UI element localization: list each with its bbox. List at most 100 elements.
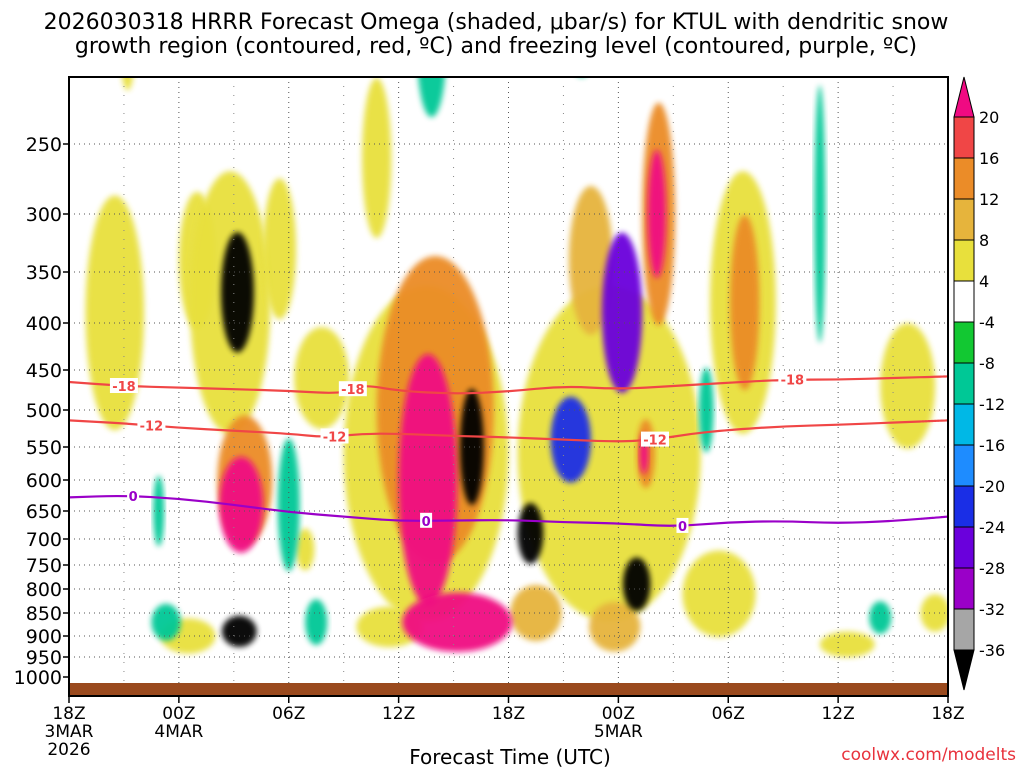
omega-cell xyxy=(220,232,254,353)
colorbar-label: -24 xyxy=(979,518,1005,537)
omega-cell xyxy=(698,367,714,453)
omega-cell xyxy=(682,550,756,638)
x-axis-title: Forecast Time (UTC) xyxy=(409,745,611,768)
x-tick-label: 06Z xyxy=(272,704,305,724)
colorbar-band xyxy=(953,567,975,610)
y-tick-label: 1000 xyxy=(14,667,62,689)
colorbar-band xyxy=(953,198,975,241)
x-tick-label: 18Z xyxy=(52,704,85,724)
x-tick-date-label: 5MAR xyxy=(594,722,643,742)
colorbar-label: -36 xyxy=(979,641,1005,660)
colorbar-band xyxy=(953,608,975,651)
y-tick-label: 400 xyxy=(26,313,62,335)
colorbar-label: -20 xyxy=(979,477,1005,496)
y-tick-label: 350 xyxy=(26,262,62,284)
x-tick-label: 18Z xyxy=(931,704,964,724)
omega-cell xyxy=(296,528,315,571)
colorbar-band xyxy=(953,403,975,446)
omega-cell xyxy=(647,150,666,278)
colorbar-band xyxy=(953,444,975,487)
chart-title-line1: 2026030318 HRRR Forecast Omega (shaded, … xyxy=(44,10,949,35)
colorbar-band xyxy=(953,321,975,364)
omega-cell xyxy=(151,603,181,641)
omega-cell xyxy=(622,557,651,611)
omega-cell xyxy=(869,601,892,634)
x-tick-label: 00Z xyxy=(162,704,195,724)
omega-cell xyxy=(294,327,350,429)
omega-cell xyxy=(517,503,544,564)
colorbar-band xyxy=(953,239,975,282)
omega-cell xyxy=(601,232,643,393)
colorbar-band xyxy=(953,485,975,528)
x-tick-label: 12Z xyxy=(382,704,415,724)
omega-cell xyxy=(568,186,613,335)
colorbar-label: -16 xyxy=(979,436,1005,455)
omega-cell xyxy=(122,77,134,91)
omega-cell xyxy=(402,592,513,652)
omega-cell xyxy=(819,631,875,658)
y-tick-label: 600 xyxy=(26,470,62,492)
contour-label-bg xyxy=(420,512,433,528)
omega-cell xyxy=(305,599,328,646)
contour-label: -12 xyxy=(323,430,347,445)
colorbar-label: -28 xyxy=(979,559,1005,578)
contour-label: 0 xyxy=(129,490,138,505)
x-tick-label: 18Z xyxy=(492,704,525,724)
contour-label-bg xyxy=(778,371,807,387)
omega-cell xyxy=(418,77,446,118)
credit-text: coolwx.com/modelts xyxy=(841,745,1016,765)
y-tick-label: 800 xyxy=(26,579,62,601)
colorbar-label: 20 xyxy=(979,108,999,127)
contour-label: 0 xyxy=(422,515,431,530)
grid-lines xyxy=(69,77,948,696)
x-tick-label: 00Z xyxy=(602,704,635,724)
colorbar: -36 -32 -28 -24 -20 -16 -12 -8 -4 4 8 12 16 20 xyxy=(953,76,1005,691)
contour-label: 0 xyxy=(678,520,687,535)
y-tick-label: 700 xyxy=(26,529,62,551)
omega-cell xyxy=(153,475,165,547)
contour-line xyxy=(69,419,948,443)
colorbar-label: 4 xyxy=(979,272,989,291)
contour-label: -12 xyxy=(643,434,667,449)
y-tick-label: 950 xyxy=(26,647,62,669)
x-tick-date-label: 3MAR xyxy=(45,722,94,742)
contour-label-bg xyxy=(676,517,689,533)
omega-cell xyxy=(880,323,936,449)
contour-line xyxy=(69,494,948,527)
y-tick-label: 750 xyxy=(26,555,62,577)
colorbar-band xyxy=(953,116,975,159)
x-tick-label: 06Z xyxy=(712,704,745,724)
omega-cell xyxy=(517,285,701,622)
colorbar-label: -12 xyxy=(979,395,1005,414)
contour-label: -12 xyxy=(140,420,164,435)
omega-cell xyxy=(277,438,300,572)
omega-cell xyxy=(362,77,392,239)
omega-cell xyxy=(589,601,641,652)
y-tick-label: 300 xyxy=(26,204,62,226)
x-tick-year-label: 2026 xyxy=(47,740,90,760)
omega-shading xyxy=(85,77,948,658)
omega-cell xyxy=(398,354,458,606)
x-tick-label: 12Z xyxy=(821,704,854,724)
contour-label-bg xyxy=(641,431,669,447)
y-axis: 2503003504004505005506006507007508008509… xyxy=(14,134,69,689)
colorbar-band xyxy=(953,526,975,569)
y-tick-label: 450 xyxy=(26,360,62,382)
ground-surface xyxy=(69,683,948,696)
colorbar-label: -4 xyxy=(979,313,995,332)
y-tick-label: 500 xyxy=(26,400,62,422)
colorbar-bottom-arrow xyxy=(953,649,975,691)
temperature-contours: -18 -18 -18 -12 -12 -12 0 0 0 xyxy=(69,371,948,535)
colorbar-band xyxy=(953,280,975,323)
y-tick-label: 850 xyxy=(26,603,62,625)
contour-label-bg xyxy=(338,381,367,397)
omega-cell xyxy=(510,585,562,641)
contour-label: -18 xyxy=(781,374,805,389)
colorbar-band xyxy=(953,362,975,405)
colorbar-top-arrow xyxy=(953,76,975,118)
contour-label: -18 xyxy=(341,383,365,398)
colorbar-label: 16 xyxy=(979,149,999,168)
colorbar-label: -8 xyxy=(979,354,995,373)
contour-label-bg xyxy=(137,417,166,433)
